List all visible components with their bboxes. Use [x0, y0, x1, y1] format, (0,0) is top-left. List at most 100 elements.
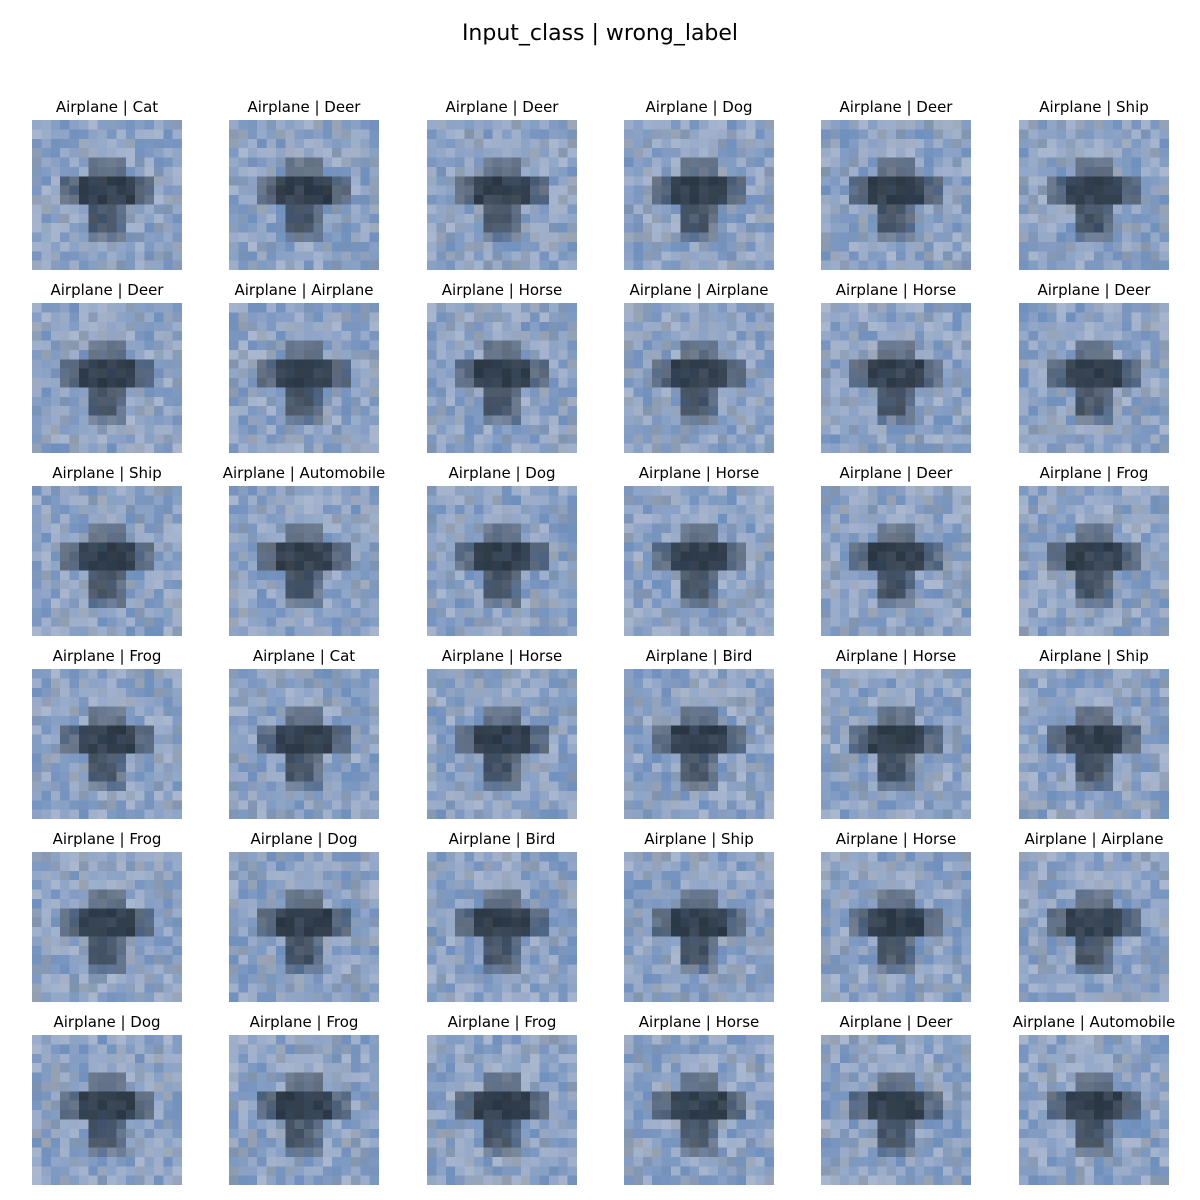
panel-title: Airplane | Dog — [53, 1013, 161, 1031]
panel-title: Airplane | Frog — [52, 647, 162, 665]
airplane-thumbnail — [427, 1035, 577, 1185]
panel: Airplane | Airplane — [604, 281, 794, 453]
panel-title: Airplane | Automobile — [222, 464, 386, 482]
panel-title: Airplane | Cat — [252, 647, 356, 665]
panel: Airplane | Frog — [407, 1013, 597, 1185]
panel-title: Airplane | Horse — [441, 281, 563, 299]
airplane-thumbnail — [821, 669, 971, 819]
airplane-thumbnail — [1019, 669, 1169, 819]
airplane-thumbnail — [32, 669, 182, 819]
panel-title: Airplane | Frog — [1039, 464, 1149, 482]
panel-title: Airplane | Deer — [839, 1013, 953, 1031]
panel: Airplane | Deer — [801, 1013, 991, 1185]
panel: Airplane | Ship — [999, 647, 1189, 819]
panel-title: Airplane | Horse — [638, 1013, 760, 1031]
panel-title: Airplane | Deer — [50, 281, 164, 299]
panel-title: Airplane | Deer — [839, 98, 953, 116]
airplane-thumbnail — [624, 1035, 774, 1185]
panel: Airplane | Deer — [999, 281, 1189, 453]
panel: Airplane | Horse — [801, 830, 991, 1002]
panel: Airplane | Cat — [209, 647, 399, 819]
airplane-thumbnail — [229, 852, 379, 1002]
panel-title: Airplane | Ship — [1039, 647, 1149, 665]
airplane-thumbnail — [427, 303, 577, 453]
panel: Airplane | Frog — [209, 1013, 399, 1185]
panel: Airplane | Deer — [12, 281, 202, 453]
airplane-thumbnail — [821, 120, 971, 270]
panel-title: Airplane | Ship — [644, 830, 754, 848]
panel: Airplane | Dog — [12, 1013, 202, 1185]
airplane-thumbnail — [624, 852, 774, 1002]
panel: Airplane | Horse — [604, 464, 794, 636]
airplane-thumbnail — [32, 1035, 182, 1185]
airplane-thumbnail — [427, 852, 577, 1002]
airplane-thumbnail — [427, 120, 577, 270]
airplane-thumbnail — [229, 120, 379, 270]
panel-title: Airplane | Bird — [448, 830, 556, 848]
panel: Airplane | Deer — [407, 98, 597, 270]
panel: Airplane | Horse — [801, 281, 991, 453]
panel-title: Airplane | Ship — [52, 464, 162, 482]
panel-title: Airplane | Deer — [445, 98, 559, 116]
panel: Airplane | Horse — [407, 647, 597, 819]
panel-title: Airplane | Horse — [835, 647, 957, 665]
airplane-thumbnail — [229, 486, 379, 636]
airplane-thumbnail — [32, 852, 182, 1002]
panel: Airplane | Automobile — [209, 464, 399, 636]
airplane-thumbnail — [821, 486, 971, 636]
panel: Airplane | Ship — [604, 830, 794, 1002]
panel-title: Airplane | Deer — [1037, 281, 1151, 299]
airplane-thumbnail — [427, 486, 577, 636]
panel: Airplane | Horse — [604, 1013, 794, 1185]
panel-title: Airplane | Dog — [645, 98, 753, 116]
panel-title: Airplane | Dog — [448, 464, 556, 482]
panel: Airplane | Deer — [801, 464, 991, 636]
panel: Airplane | Airplane — [209, 281, 399, 453]
panel: Airplane | Ship — [999, 98, 1189, 270]
panel: Airplane | Bird — [604, 647, 794, 819]
airplane-thumbnail — [624, 120, 774, 270]
panel-title: Airplane | Cat — [55, 98, 159, 116]
panel-title: Airplane | Ship — [1039, 98, 1149, 116]
panel-title: Airplane | Automobile — [1012, 1013, 1176, 1031]
panel: Airplane | Frog — [999, 464, 1189, 636]
panel: Airplane | Dog — [604, 98, 794, 270]
airplane-thumbnail — [229, 669, 379, 819]
panel-title: Airplane | Frog — [447, 1013, 557, 1031]
airplane-thumbnail — [624, 669, 774, 819]
airplane-thumbnail — [229, 1035, 379, 1185]
panel-title: Airplane | Airplane — [629, 281, 769, 299]
panel: Airplane | Horse — [801, 647, 991, 819]
panel-title: Airplane | Bird — [645, 647, 753, 665]
airplane-thumbnail — [229, 303, 379, 453]
panel-title: Airplane | Frog — [249, 1013, 359, 1031]
panel: Airplane | Ship — [12, 464, 202, 636]
panel-title: Airplane | Horse — [835, 281, 957, 299]
airplane-thumbnail — [624, 303, 774, 453]
panel: Airplane | Bird — [407, 830, 597, 1002]
panel-title: Airplane | Horse — [441, 647, 563, 665]
airplane-thumbnail — [32, 303, 182, 453]
figure-title: Input_class | wrong_label — [461, 21, 739, 46]
airplane-thumbnail — [821, 1035, 971, 1185]
airplane-thumbnail — [821, 303, 971, 453]
airplane-thumbnail — [624, 486, 774, 636]
airplane-thumbnail — [1019, 120, 1169, 270]
airplane-thumbnail — [1019, 303, 1169, 453]
airplane-thumbnail — [1019, 486, 1169, 636]
panel-title: Airplane | Dog — [250, 830, 358, 848]
panel-title: Airplane | Horse — [638, 464, 760, 482]
panel: Airplane | Horse — [407, 281, 597, 453]
panel-title: Airplane | Deer — [247, 98, 361, 116]
panel: Airplane | Cat — [12, 98, 202, 270]
panel: Airplane | Dog — [209, 830, 399, 1002]
panel-title: Airplane | Frog — [52, 830, 162, 848]
airplane-thumbnail — [1019, 852, 1169, 1002]
panel: Airplane | Frog — [12, 647, 202, 819]
panel: Airplane | Frog — [12, 830, 202, 1002]
panel: Airplane | Automobile — [999, 1013, 1189, 1185]
panel: Airplane | Deer — [209, 98, 399, 270]
airplane-thumbnail — [1019, 1035, 1169, 1185]
panel: Airplane | Deer — [801, 98, 991, 270]
